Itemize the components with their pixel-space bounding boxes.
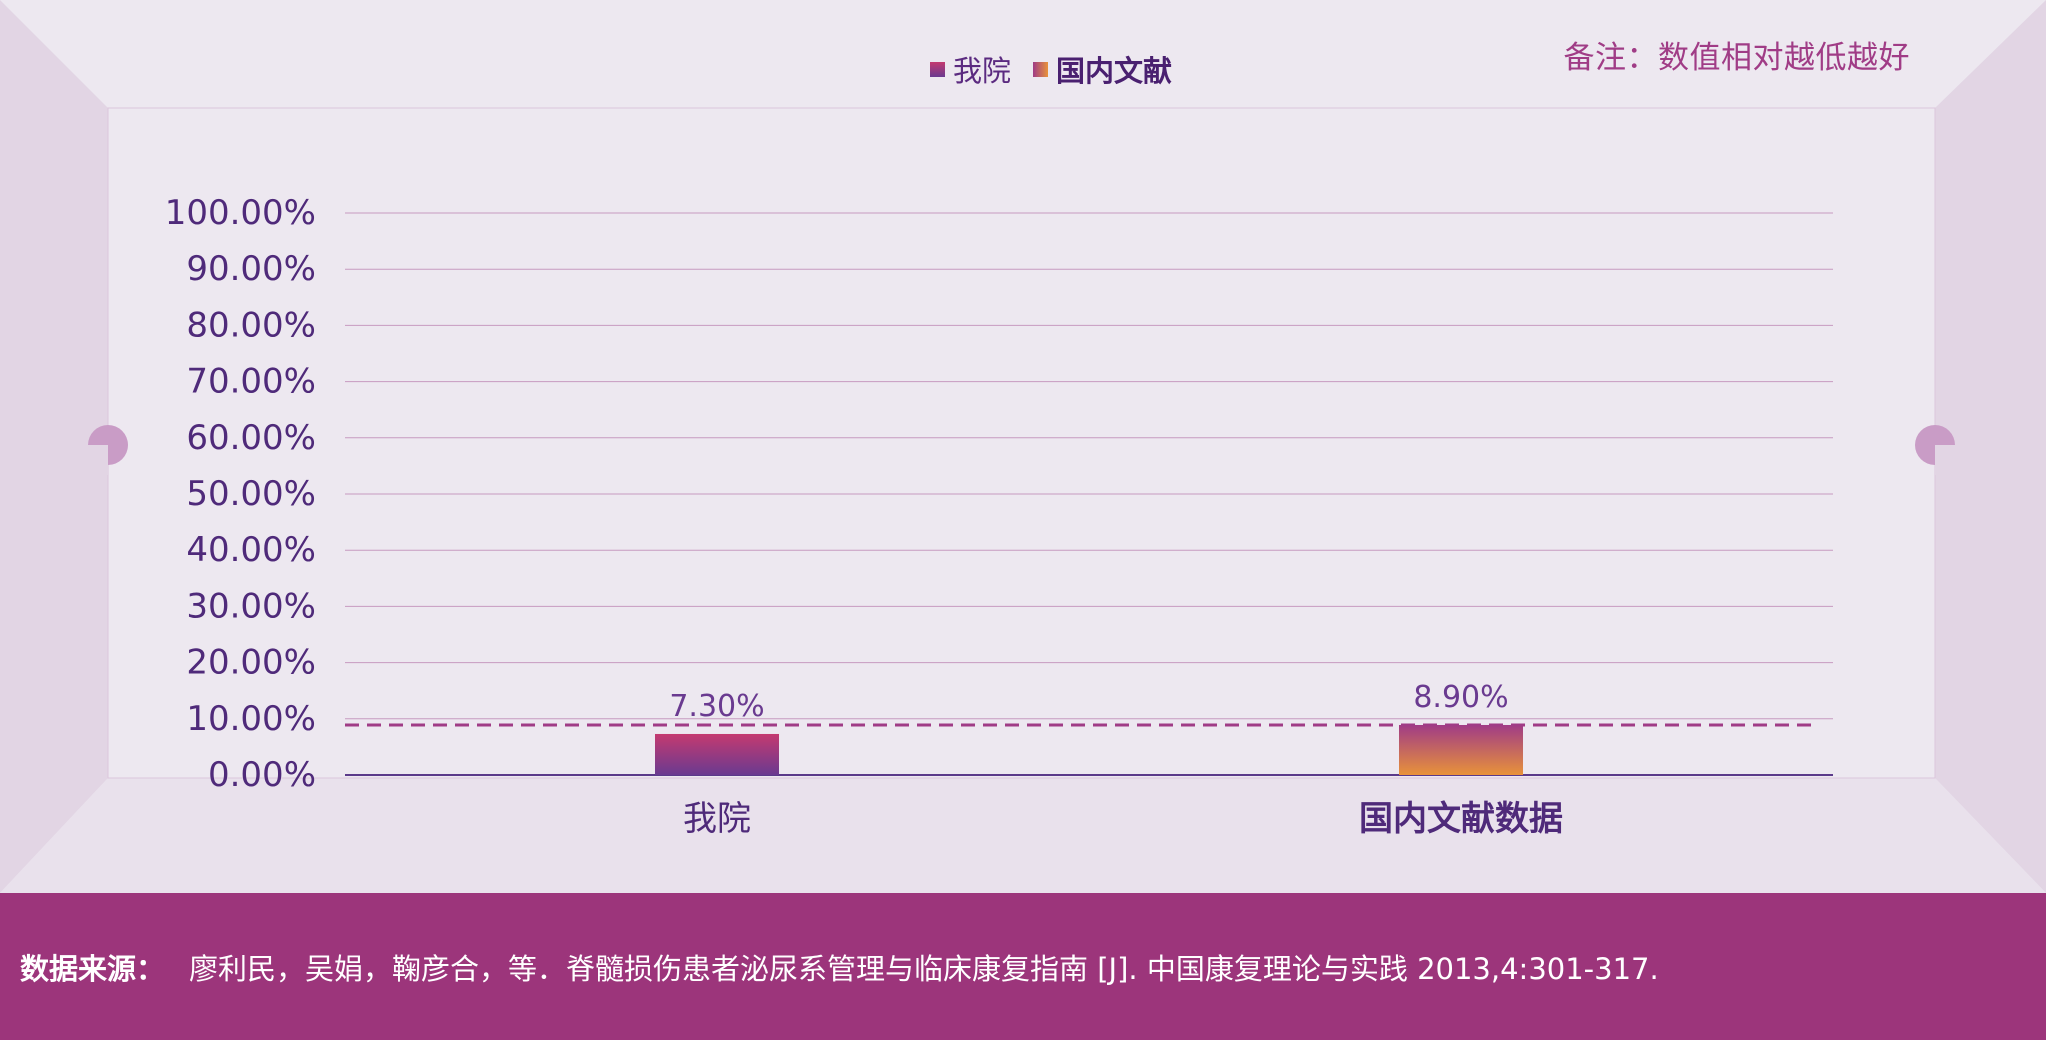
legend-label-literature: 国内文献: [1056, 54, 1173, 88]
chart-frame: 100.00% 90.00% 80.00% 70.00% 60.00% 50.00% 40.…: [0, 0, 2046, 893]
legend-swatch-literature: [1033, 61, 1049, 77]
bar: [1399, 724, 1523, 775]
data-label: 8.90%: [1413, 680, 1508, 715]
bar-chart: 100.00% 90.00% 80.00% 70.00% 60.00% 50.00% 40.…: [165, 193, 1833, 839]
source-label: 数据来源：: [20, 951, 166, 986]
back-wall: [107, 107, 1936, 779]
legend: 我院 国内文献: [930, 48, 1172, 90]
legend-item-our-hospital: 我院: [930, 48, 1011, 90]
source-citation: 廖利民，吴娟，鞠彦合，等．脊髓损伤患者泌尿系管理与临床康复指南 [J]. 中国康…: [189, 951, 1659, 986]
y-tick-label: 40.00%: [186, 530, 316, 570]
note-text: 备注：数值相对越低越好: [1563, 40, 1910, 76]
y-tick-label: 70.00%: [186, 362, 316, 402]
y-tick-label: 100.00%: [165, 193, 316, 233]
y-tick-label: 50.00%: [186, 474, 316, 514]
y-tick-label: 30.00%: [186, 586, 316, 626]
legend-item-literature: 国内文献: [1033, 48, 1172, 90]
footer-source: 数据来源： 廖利民，吴娟，鞠彦合，等．脊髓损伤患者泌尿系管理与临床康复指南 [J…: [0, 893, 2046, 1040]
y-tick-label: 0.00%: [208, 755, 316, 795]
y-tick-label: 10.00%: [186, 699, 316, 739]
y-tick-label: 20.00%: [186, 643, 316, 683]
floor: [0, 778, 2046, 893]
legend-label-our-hospital: 我院: [953, 54, 1012, 88]
bar: [655, 733, 779, 775]
y-tick-label: 80.00%: [186, 305, 316, 345]
legend-swatch-our-hospital: [930, 61, 945, 77]
x-tick-label: 国内文献数据: [1359, 799, 1563, 839]
x-tick-label: 我院: [683, 799, 751, 839]
y-tick-label: 60.00%: [186, 418, 316, 458]
y-tick-label: 90.00%: [186, 249, 316, 289]
data-label: 7.30%: [669, 689, 764, 724]
